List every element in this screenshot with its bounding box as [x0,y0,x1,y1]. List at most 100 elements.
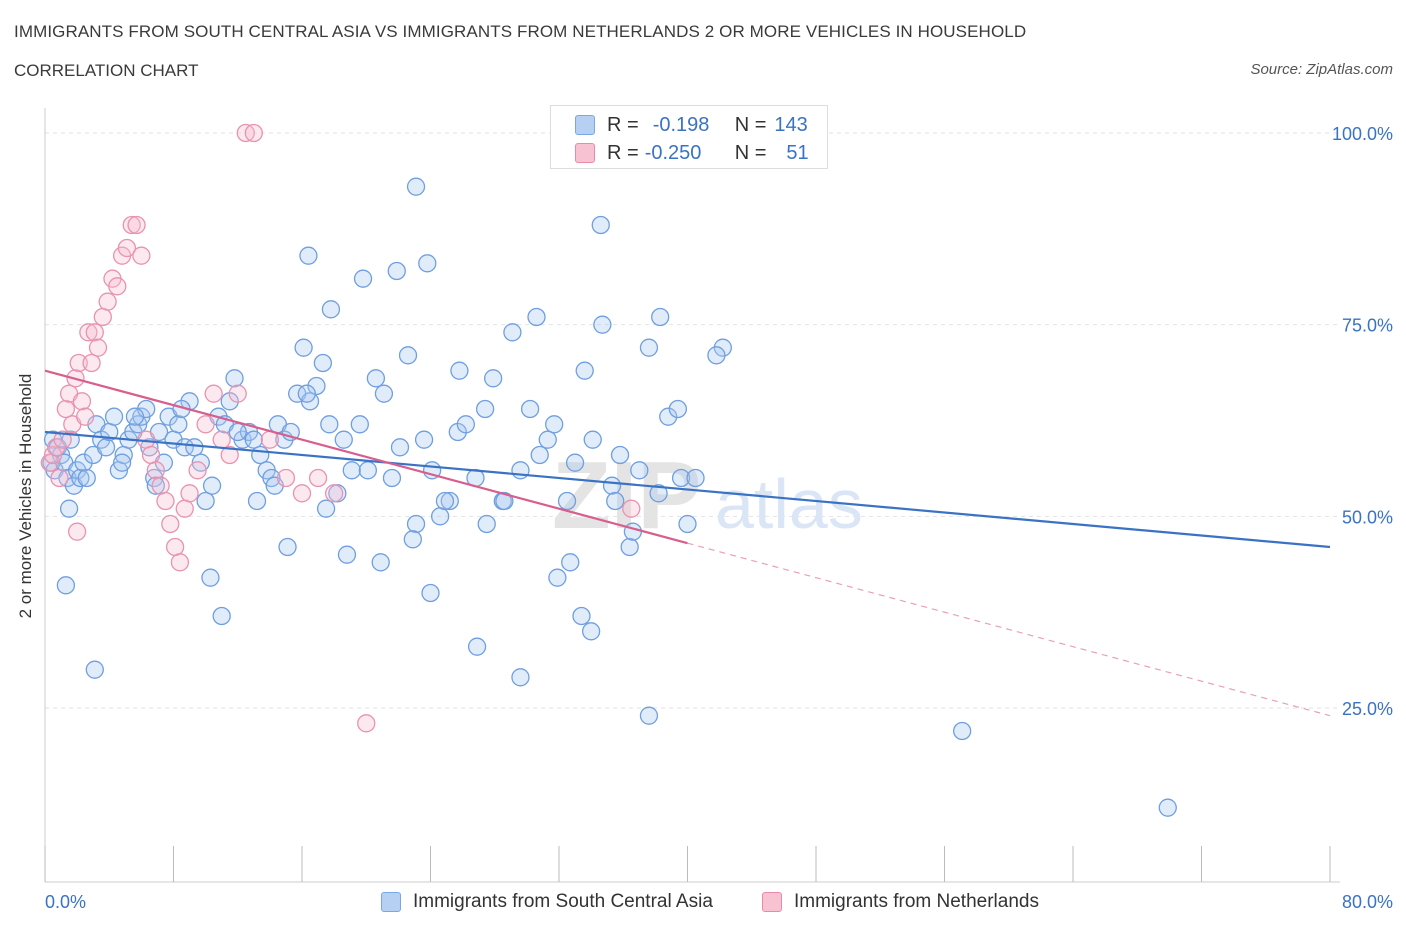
point-south-central-asia [477,514,496,534]
axes: 25.0% 50.0% 75.0% 100.0% 0.0% 80.0% [44,108,1393,912]
point-south-central-asia [406,177,426,196]
correlation-legend: R = -0.198 N = 143 R = -0.250 N = 51 [550,105,828,169]
point-south-central-asia [225,369,244,388]
data-points [40,123,1177,817]
point-south-central-asia [495,491,514,511]
point-south-central-asia [398,346,418,365]
point-south-central-asia [581,622,601,641]
point-south-central-asia [602,476,622,495]
y-tick-label: 25.0% [1342,699,1393,719]
point-south-central-asia [382,468,402,488]
point-netherlands [170,553,190,572]
point-netherlands [53,430,72,449]
point-south-central-asia [548,568,567,587]
point-south-central-asia [678,514,697,534]
point-south-central-asia [299,246,318,265]
point-south-central-asia [146,476,165,495]
point-south-central-asia [201,568,220,587]
point-south-central-asia [557,491,577,511]
bottom-legend-label-south-central-asia: Immigrants from South Central Asia [413,891,713,912]
point-south-central-asia [350,415,369,434]
point-netherlands [108,277,127,296]
point-south-central-asia [649,484,668,503]
point-south-central-asia [545,415,564,434]
point-netherlands [204,384,223,403]
legend-swatch-netherlands [575,143,595,163]
point-netherlands [175,499,194,518]
point-south-central-asia [530,445,549,465]
point-south-central-asia [467,637,487,656]
gridlines [45,132,1340,709]
point-south-central-asia [561,553,580,572]
point-netherlands [220,445,239,465]
point-south-central-asia [671,468,691,488]
point-south-central-asia [313,353,333,373]
watermark: ZIP atlas [552,442,863,549]
point-south-central-asia [520,399,540,419]
y-tick-label: 50.0% [1342,507,1393,527]
point-netherlands [622,499,641,518]
point-netherlands [156,491,175,511]
point-south-central-asia [686,468,705,488]
point-south-central-asia [591,215,610,235]
point-netherlands [88,338,108,357]
point-south-central-asia [583,430,602,449]
point-south-central-asia [456,415,475,434]
point-south-central-asia [96,438,116,457]
bottom-legend-swatch-south-central-asia [381,892,401,912]
point-south-central-asia [639,706,659,725]
point-south-central-asia [85,660,104,679]
point-south-central-asia [565,453,585,472]
point-south-central-asia [1158,798,1177,817]
point-south-central-asia [651,307,670,327]
point-south-central-asia [390,438,410,457]
point-south-central-asia [71,468,90,488]
point-netherlands [69,353,88,373]
point-netherlands [212,430,231,449]
point-netherlands [50,468,69,488]
point-south-central-asia [623,522,643,541]
legend-n-label: N = [734,141,767,164]
legend-r-value: -0.250 [644,141,702,164]
point-netherlands [79,323,98,342]
point-south-central-asia [659,407,678,426]
point-netherlands [357,714,376,733]
point-south-central-asia [251,445,270,465]
point-south-central-asia [374,384,394,403]
point-south-central-asia [620,537,639,557]
point-south-central-asia [435,491,455,511]
trend-line-netherlands-extension [687,542,1331,717]
point-south-central-asia [278,537,297,557]
point-netherlands [76,407,95,426]
point-south-central-asia [74,453,93,472]
point-south-central-asia [104,407,124,426]
legend-n-label: N = [734,113,767,136]
point-south-central-asia [707,346,726,365]
point-south-central-asia [403,530,422,549]
point-south-central-asia [247,491,267,511]
point-netherlands [72,392,92,411]
point-south-central-asia [125,407,145,426]
point-netherlands [56,399,76,419]
point-netherlands [117,238,137,258]
bottom-legend-swatch-netherlands [762,892,782,912]
point-south-central-asia [320,415,339,434]
point-south-central-asia [483,369,503,388]
point-south-central-asia [953,721,972,741]
point-south-central-asia [77,468,96,488]
point-south-central-asia [337,545,357,564]
point-south-central-asia [366,369,386,388]
point-south-central-asia [440,491,459,511]
point-south-central-asia [406,514,426,534]
legend-r-value: -0.198 [652,113,710,136]
point-south-central-asia [421,583,440,603]
point-netherlands [180,484,199,503]
point-south-central-asia [414,430,434,449]
point-south-central-asia [610,445,630,465]
point-south-central-asia [358,461,378,480]
point-netherlands [244,123,263,143]
source-credit: Source: ZipAtlas.com [1250,61,1393,78]
bottom-legend-netherlands: Immigrants from Netherlands [762,889,1039,915]
legend-row-netherlands: R = -0.250 N = 51 [575,141,809,165]
point-netherlands [292,484,312,503]
